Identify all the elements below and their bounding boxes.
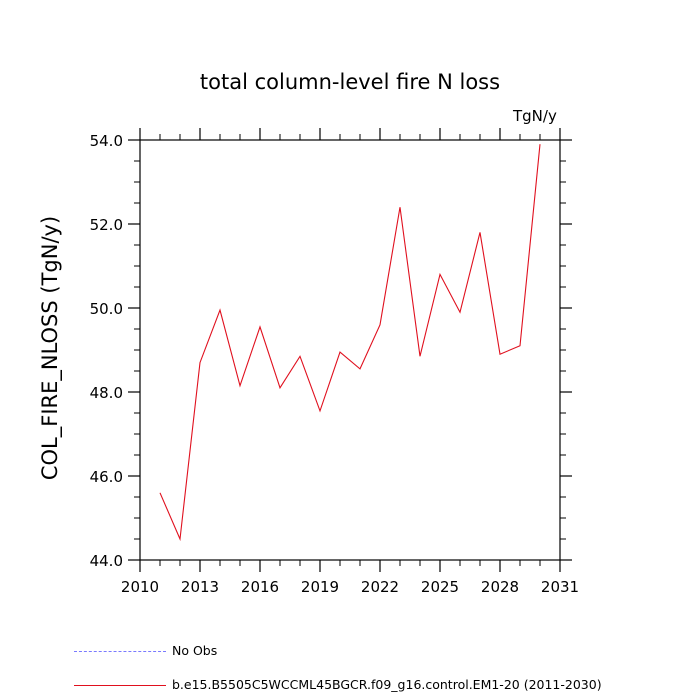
x-tick-label: 2031 (541, 578, 579, 596)
x-tick-label: 2010 (121, 578, 159, 596)
ticks-layer: 2010 2013 2016 2019 2022 2025 2028 2031 44.0 46.0… (90, 128, 579, 596)
x-tick-label: 2016 (241, 578, 279, 596)
units-label: TgN/y (513, 107, 557, 125)
y-tick-label: 52.0 (90, 216, 123, 234)
legend-label: b.e15.B5505C5WCCML45BGCR.f09_g16.control… (172, 677, 602, 692)
legend-swatch-solid (74, 685, 166, 686)
y-tick-label: 48.0 (90, 384, 123, 402)
y-tick-label: 50.0 (90, 300, 123, 318)
x-tick-label: 2028 (481, 578, 519, 596)
legend-swatch-dashed (74, 651, 166, 652)
legend-label: No Obs (172, 643, 218, 658)
y-tick-label: 46.0 (90, 468, 123, 486)
series-line (159, 144, 541, 542)
series-layer (159, 144, 541, 542)
chart-title: total column-level fire N loss (199, 70, 501, 94)
x-tick-label: 2019 (301, 578, 339, 596)
x-tick-label: 2013 (181, 578, 219, 596)
y-tick-label: 44.0 (90, 552, 123, 570)
x-tick-label: 2022 (361, 578, 399, 596)
plot-frame (139, 139, 561, 561)
y-tick-label: 54.0 (90, 132, 123, 150)
x-tick-label: 2025 (421, 578, 459, 596)
